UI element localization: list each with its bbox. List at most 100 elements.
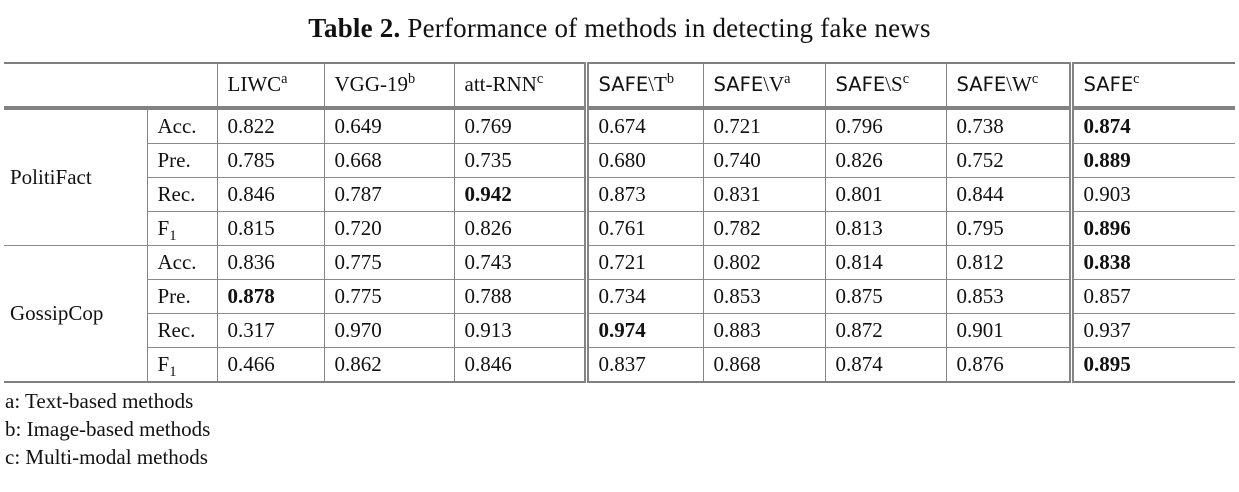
column-header-vgg19: VGG-19b [323,62,454,110]
value-cell: 0.873 [583,177,703,212]
footnote-marker: c [1133,70,1140,87]
value-cell: 0.895 [1068,347,1235,383]
value-cell: 0.734 [583,279,703,314]
metric-label: Pre. [146,143,217,178]
footnote-marker: b [408,70,416,87]
value-cell: 0.743 [453,245,586,280]
footnote-b: b: Image-based methods [5,417,211,441]
value-cell: 0.970 [323,313,454,348]
column-header-safe-minus-t: SAFE\Tb [583,62,703,110]
dataset-label-gossipcop: GossipCop [4,245,147,383]
value-cell: 0.787 [323,177,454,212]
corner-cell [4,62,217,110]
table-caption-text: Performance of methods in detecting fake… [400,13,931,43]
column-header-attrnn: att-RNNc [453,62,586,110]
results-table: LIWCa VGG-19b att-RNNc SAFE\Tb SAFE\Va S… [4,62,1235,383]
table-row: Rec. 0.317 0.970 0.913 0.974 0.883 0.872… [4,313,1235,348]
value-cell: 0.782 [702,211,825,246]
value-cell: 0.796 [824,108,946,144]
value-cell: 0.872 [824,313,946,348]
column-header-safe-minus-w: SAFE\Wc [945,62,1071,110]
table-caption-label: Table 2. [308,13,401,43]
value-cell: 0.822 [216,108,324,144]
value-cell: 0.814 [824,245,946,280]
value-cell: 0.874 [1068,108,1235,144]
value-cell: 0.857 [1068,279,1235,314]
value-cell: 0.785 [216,143,324,178]
value-cell: 0.740 [702,143,825,178]
value-cell: 0.813 [824,211,946,246]
metric-label: Acc. [146,245,217,280]
value-cell: 0.801 [824,177,946,212]
value-cell: 0.844 [945,177,1071,212]
footnote-c: c: Multi-modal methods [5,445,208,469]
value-cell: 0.795 [945,211,1071,246]
value-cell: 0.317 [216,313,324,348]
column-header-safe-minus-s: SAFE\Sc [824,62,946,110]
value-cell: 0.942 [453,177,586,212]
value-cell: 0.903 [1068,177,1235,212]
value-cell: 0.788 [453,279,586,314]
value-cell: 0.883 [702,313,825,348]
column-header-liwc: LIWCa [216,62,324,110]
table-row: F1 0.815 0.720 0.826 0.761 0.782 0.813 0… [4,211,1235,246]
value-cell: 0.896 [1068,211,1235,246]
value-cell: 0.721 [583,245,703,280]
paper-table-figure: Table 2. Performance of methods in detec… [0,13,1239,492]
value-cell: 0.846 [216,177,324,212]
value-cell: 0.853 [702,279,825,314]
header-row: LIWCa VGG-19b att-RNNc SAFE\Tb SAFE\Va S… [4,62,1235,110]
value-cell: 0.875 [824,279,946,314]
value-cell: 0.826 [824,143,946,178]
value-cell: 0.831 [702,177,825,212]
value-cell: 0.837 [583,347,703,383]
value-cell: 0.974 [583,313,703,348]
metric-label: Pre. [146,279,217,314]
value-cell: 0.649 [323,108,454,144]
value-cell: 0.901 [945,313,1071,348]
value-cell: 0.878 [216,279,324,314]
value-cell: 0.752 [945,143,1071,178]
footnote-marker: a [784,70,791,87]
table-row: Rec. 0.846 0.787 0.942 0.873 0.831 0.801… [4,177,1235,212]
footnote-marker: c [536,70,544,87]
value-cell: 0.889 [1068,143,1235,178]
value-cell: 0.826 [453,211,586,246]
value-cell: 0.868 [702,347,825,383]
value-cell: 0.815 [216,211,324,246]
value-cell: 0.846 [453,347,586,383]
dataset-label-politifact: PolitiFact [10,165,92,189]
value-cell: 0.874 [824,347,946,383]
value-cell: 0.937 [1068,313,1235,348]
value-cell: 0.721 [702,108,825,144]
table-caption: Table 2. Performance of methods in detec… [0,13,1239,44]
value-cell: 0.738 [945,108,1071,144]
value-cell: 0.775 [323,279,454,314]
value-cell: 0.466 [216,347,324,383]
value-cell: 0.836 [216,245,324,280]
footnote-marker: a [281,70,288,87]
table-row: GossipCop Acc. 0.836 0.775 0.743 0.721 0… [4,245,1235,383]
metric-label: Rec. [146,313,217,348]
table-row: PolitiFact Acc. 0.822 0.649 0.769 0.674 … [4,108,1235,189]
value-cell: 0.876 [945,347,1071,383]
metric-label: F1 [146,211,217,246]
value-cell: 0.668 [323,143,454,178]
value-cell: 0.838 [1068,245,1235,280]
metric-label: Acc. [146,108,217,144]
column-header-safe-minus-v: SAFE\Va [702,62,825,110]
column-header-safe: SAFEc [1068,62,1235,110]
footnote-a: a: Text-based methods [5,389,194,413]
value-cell: 0.680 [583,143,703,178]
value-cell: 0.812 [945,245,1071,280]
value-cell: 0.862 [323,347,454,383]
value-cell: 0.802 [702,245,825,280]
value-cell: 0.720 [323,211,454,246]
table-row: F1 0.466 0.862 0.846 0.837 0.868 0.874 0… [4,347,1235,383]
metric-label: Rec. [146,177,217,212]
value-cell: 0.769 [453,108,586,144]
value-cell: 0.761 [583,211,703,246]
table-footnotes: a: Text-based methods b: Image-based met… [5,387,1239,471]
table-row: Pre. 0.785 0.668 0.735 0.680 0.740 0.826… [4,143,1235,178]
value-cell: 0.853 [945,279,1071,314]
